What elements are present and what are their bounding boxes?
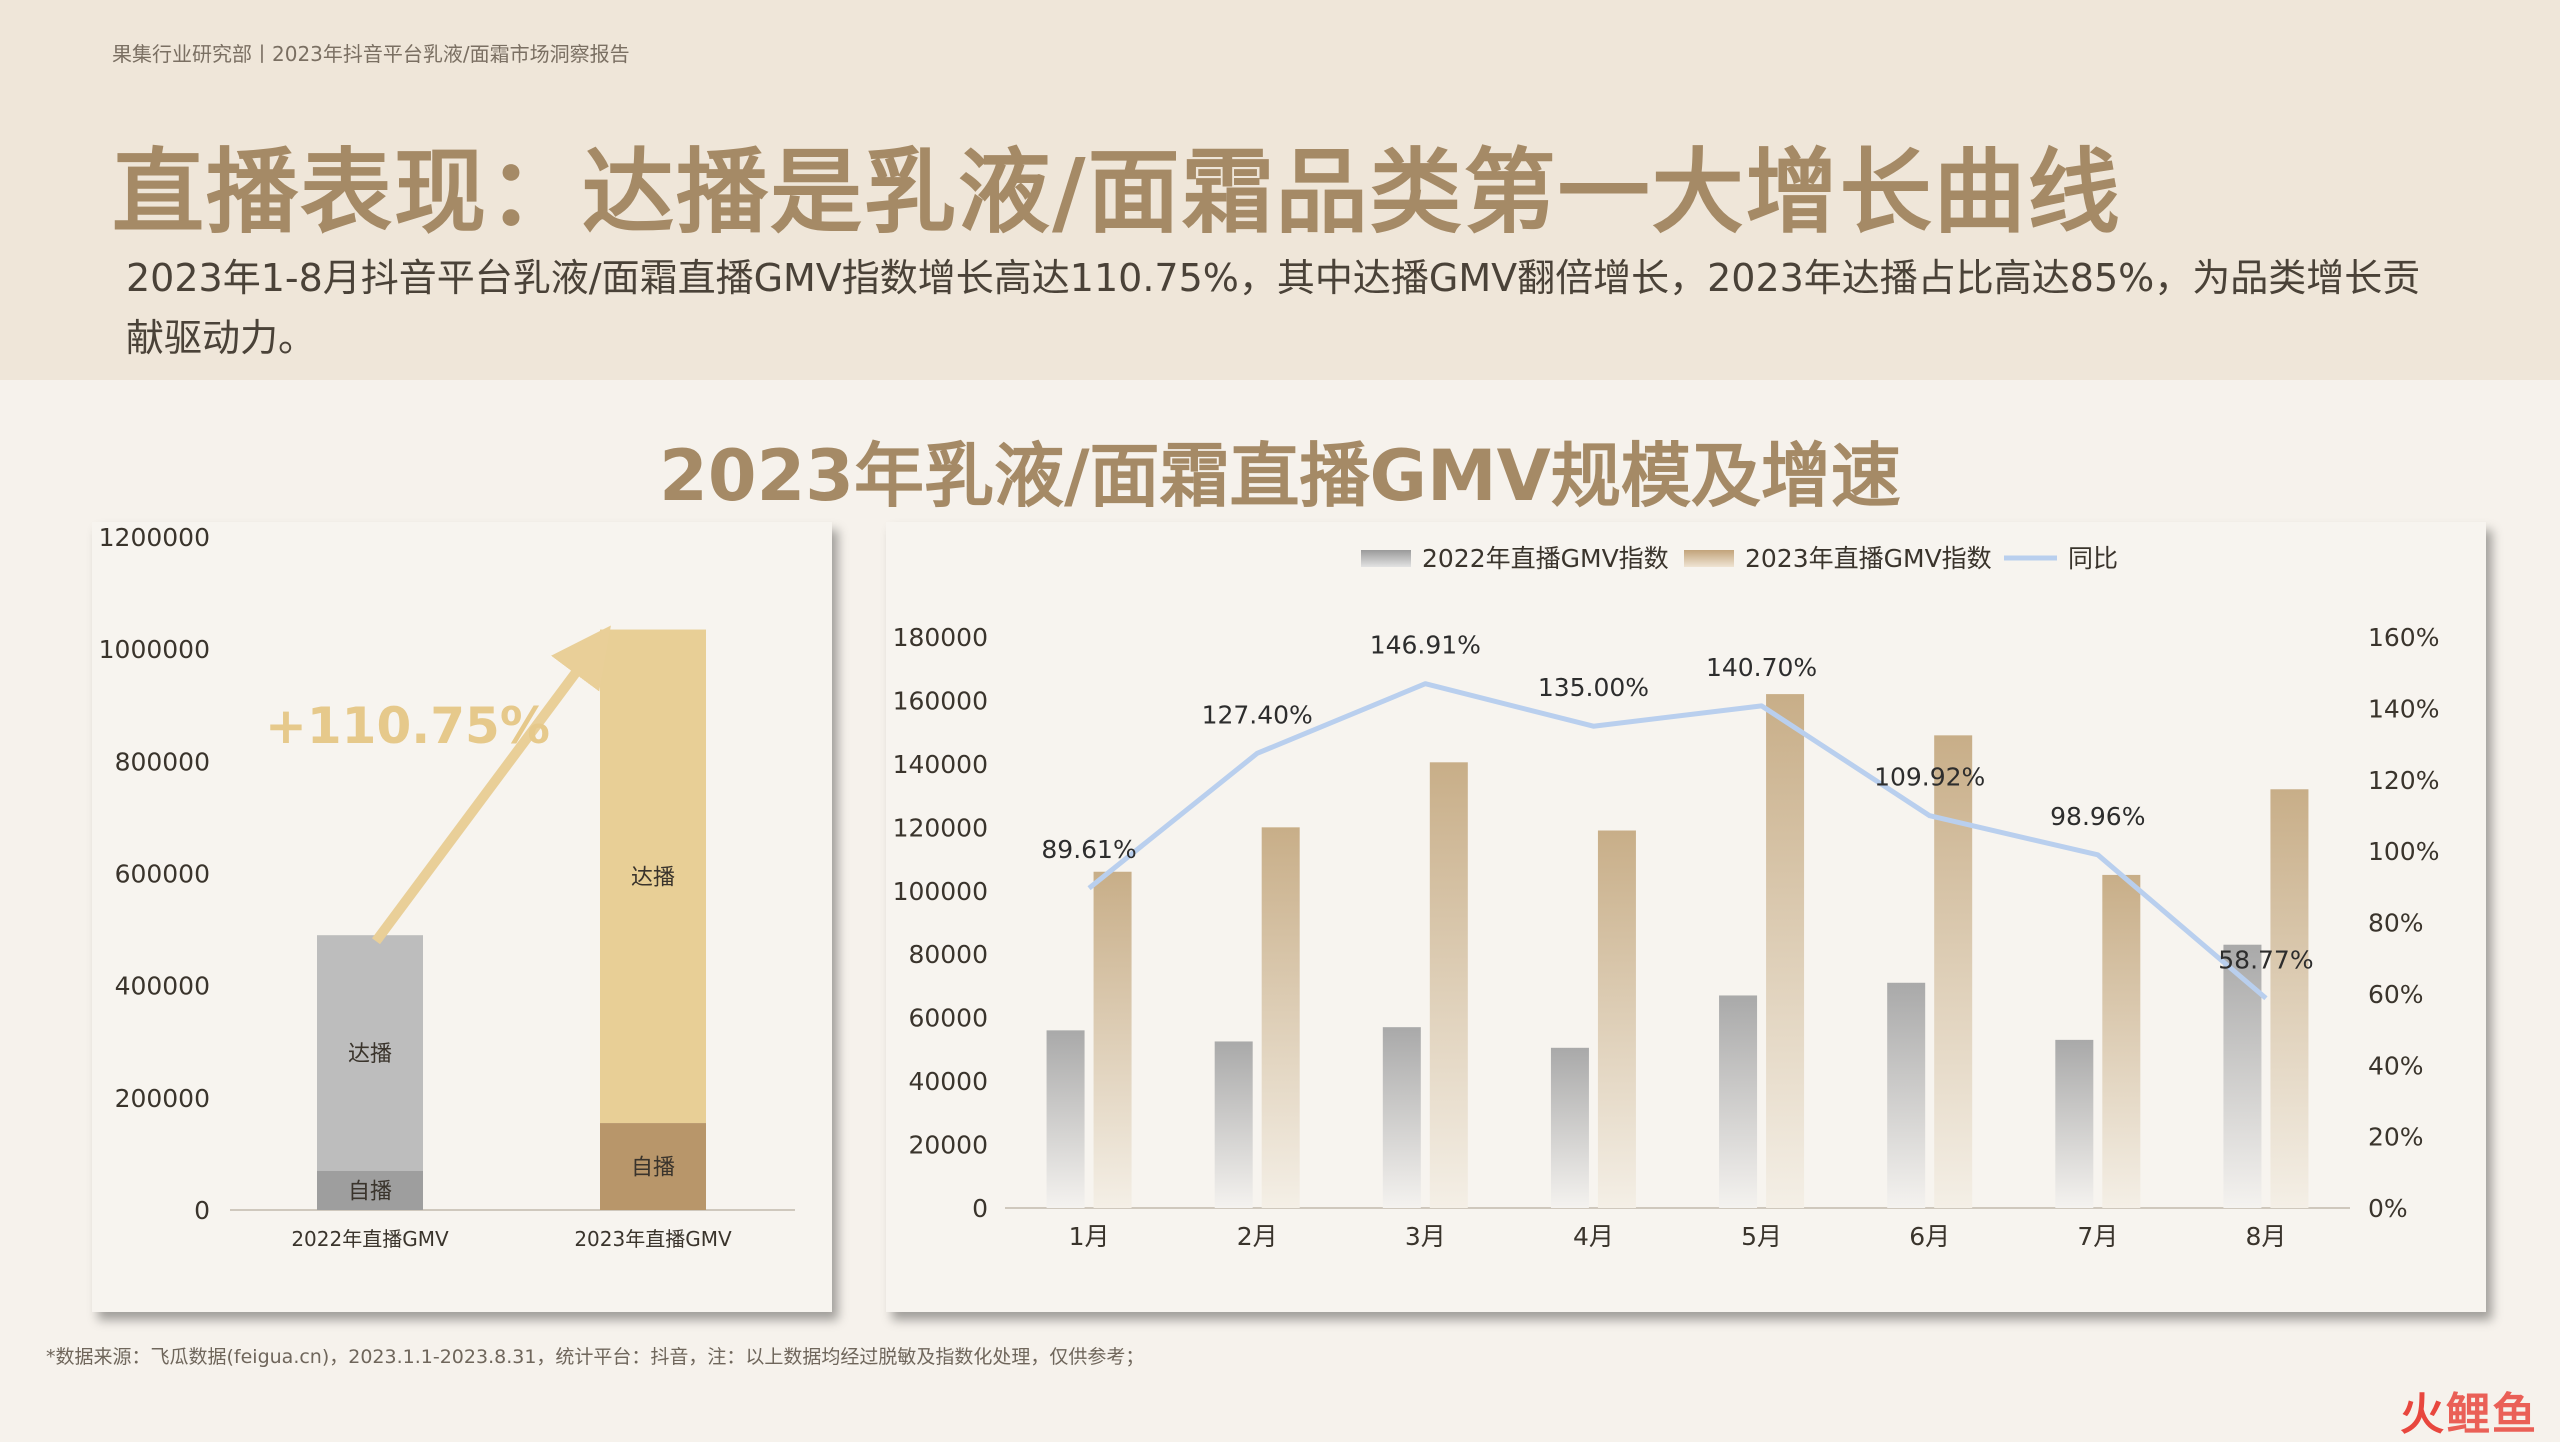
right-x-category-label: 6月 bbox=[1909, 1222, 1950, 1251]
left-y-tick-label: 600000 bbox=[115, 860, 210, 889]
left-y-tick-label: 0 bbox=[194, 1196, 210, 1225]
right-x-category-label: 1月 bbox=[1069, 1222, 1110, 1251]
right-y-left-tick-label: 80000 bbox=[908, 940, 988, 969]
left-x-category-label: 2023年直播GMV bbox=[574, 1227, 732, 1251]
bar-2023-gmv-index bbox=[1934, 735, 1973, 1208]
bar-2022-gmv-index bbox=[1382, 1027, 1421, 1208]
yoy-line bbox=[1087, 681, 2268, 1001]
left-y-tick-label: 400000 bbox=[115, 972, 210, 1001]
header-band bbox=[0, 0, 2560, 380]
left-y-tick-label: 800000 bbox=[115, 747, 210, 776]
segment-label-daboo: 达播 bbox=[348, 1042, 392, 1067]
right-y-left-tick-label: 40000 bbox=[908, 1067, 988, 1096]
page-title: 直播表现：达播是乳液/面霜品类第一大增长曲线 bbox=[112, 139, 2122, 246]
bar-2023-gmv-index bbox=[1261, 827, 1300, 1208]
right-y-left-tick-label: 160000 bbox=[893, 686, 988, 715]
right-y-left-tick-label: 60000 bbox=[908, 1004, 988, 1033]
bar-2022-gmv-index bbox=[1214, 1041, 1253, 1208]
yoy-point-label: 135.00% bbox=[1538, 673, 1649, 702]
left-x-category-label: 2022年直播GMV bbox=[291, 1227, 449, 1251]
yoy-point-label: 127.40% bbox=[1202, 700, 1313, 729]
right-y-right-tick-label: 120% bbox=[2368, 766, 2439, 795]
bar-self-segment bbox=[600, 1123, 706, 1210]
bar-2022-gmv-index bbox=[1719, 995, 1758, 1208]
segment-label-self: 自播 bbox=[348, 1179, 392, 1204]
bar-2022-gmv-index bbox=[1046, 1030, 1085, 1208]
right-y-right-tick-label: 20% bbox=[2368, 1123, 2424, 1152]
monthly-gmv-chart-panel bbox=[886, 522, 2486, 1312]
page-subtitle: 2023年1-8月抖音平台乳液/面霜直播GMV指数增长高达110.75%，其中达… bbox=[126, 256, 2421, 360]
bar-2023-gmv-index bbox=[1766, 694, 1805, 1208]
right-x-category-label: 5月 bbox=[1741, 1222, 1782, 1251]
bar-2023-gmv-index bbox=[1597, 830, 1636, 1208]
right-y-right-tick-label: 140% bbox=[2368, 694, 2439, 723]
right-chart: 0 20000 40000 60000 80000 100000 120000 140000 1… bbox=[893, 544, 2440, 1251]
right-y-right-tick-label: 60% bbox=[2368, 980, 2424, 1009]
total-gmv-chart-panel bbox=[92, 522, 832, 1312]
growth-annotation: +110.75% bbox=[265, 697, 550, 755]
right-x-category-label: 8月 bbox=[2245, 1222, 2286, 1251]
breadcrumb: 果集行业研究部丨2023年抖音平台乳液/面霜市场洞察报告 bbox=[112, 42, 630, 66]
legend-swatch-2022 bbox=[1361, 550, 1411, 567]
chart-title: 2023年乳液/面霜直播GMV规模及增速 bbox=[659, 435, 1901, 517]
yoy-point-label: 140.70% bbox=[1706, 653, 1817, 682]
bar-2022-gmv-index bbox=[2223, 944, 2262, 1208]
yoy-point-label: 146.91% bbox=[1370, 631, 1481, 660]
right-x-category-label: 7月 bbox=[2077, 1222, 2118, 1251]
right-y-left-tick-label: 180000 bbox=[893, 623, 988, 652]
left-y-tick-label: 1000000 bbox=[99, 635, 210, 664]
legend-swatch-2023 bbox=[1684, 550, 1734, 567]
yoy-point-label: 98.96% bbox=[2050, 802, 2145, 831]
bar-2023-gmv-index bbox=[2270, 789, 2309, 1208]
right-x-category-label: 3月 bbox=[1405, 1222, 1446, 1251]
bar-2022-gmv-index bbox=[1550, 1047, 1589, 1208]
left-y-tick-label: 1200000 bbox=[99, 523, 210, 552]
bar-2022-gmv-index bbox=[2055, 1039, 2094, 1208]
right-y-right-tick-label: 160% bbox=[2368, 623, 2439, 652]
bar-daboo-segment bbox=[600, 629, 706, 1124]
segment-label-daboo: 达播 bbox=[631, 865, 675, 890]
bar-self-segment bbox=[317, 1170, 423, 1210]
right-y-left-tick-label: 20000 bbox=[908, 1131, 988, 1160]
right-y-left-tick-label: 0 bbox=[972, 1194, 988, 1223]
right-y-right-tick-label: 40% bbox=[2368, 1051, 2424, 1080]
bar-2023-gmv-index bbox=[2102, 874, 2141, 1208]
left-y-tick-label: 200000 bbox=[115, 1084, 210, 1113]
legend-label-2022: 2022年直播GMV指数 bbox=[1422, 544, 1669, 573]
right-y-left-tick-label: 120000 bbox=[893, 813, 988, 842]
bar-2022-gmv-index bbox=[1887, 982, 1926, 1208]
watermark-logo: 火鲤鱼 bbox=[2400, 1389, 2538, 1440]
footnote: *数据来源：飞瓜数据(feigua.cn)，2023.1.1-2023.8.31… bbox=[46, 1346, 1145, 1368]
bar-2023-gmv-index bbox=[1429, 762, 1468, 1208]
left-chart: 0 200000 400000 600000 800000 1000000 1200000 达… bbox=[99, 523, 795, 1251]
growth-arrow bbox=[371, 625, 611, 945]
right-y-left-tick-label: 140000 bbox=[893, 750, 988, 779]
yoy-point-label: 89.61% bbox=[1041, 835, 1136, 864]
right-x-category-label: 4月 bbox=[1573, 1222, 1614, 1251]
legend-label-2023: 2023年直播GMV指数 bbox=[1745, 544, 1992, 573]
yoy-point-label: 109.92% bbox=[1874, 763, 1985, 792]
right-x-category-label: 2月 bbox=[1237, 1222, 1278, 1251]
bar-daboo-segment bbox=[317, 935, 423, 1171]
bar-2023-gmv-index bbox=[1093, 871, 1132, 1208]
segment-label-self: 自播 bbox=[631, 1156, 675, 1181]
right-y-right-tick-label: 0% bbox=[2368, 1194, 2408, 1223]
right-y-right-tick-label: 100% bbox=[2368, 837, 2439, 866]
legend-label-yoy: 同比 bbox=[2068, 544, 2118, 573]
right-y-right-tick-label: 80% bbox=[2368, 909, 2424, 938]
yoy-point-label: 58.77% bbox=[2218, 945, 2313, 974]
right-y-left-tick-label: 100000 bbox=[893, 877, 988, 906]
